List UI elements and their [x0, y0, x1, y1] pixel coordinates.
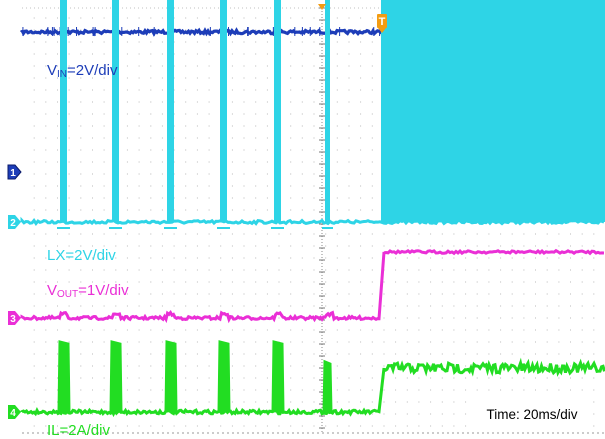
il-pulse	[322, 359, 333, 413]
channel-3-marker	[8, 311, 21, 325]
channel-2-marker	[8, 215, 21, 229]
il-trace	[20, 357, 605, 418]
trigger-marker-letter: T	[379, 16, 386, 28]
lx-burst	[167, 0, 174, 222]
il-pulse	[109, 340, 123, 413]
lx-continuous-switching	[381, 0, 605, 223]
il-pulse	[271, 340, 285, 413]
channel-4-marker-number: 4	[10, 408, 16, 419]
il-pulse	[164, 340, 178, 413]
lx-burst	[220, 0, 227, 222]
il-scale-label: IL=2A/div	[47, 422, 110, 439]
horizontal-position-marker	[318, 4, 326, 10]
channel-1-marker-number: 1	[10, 168, 16, 179]
trigger-marker-pointer	[378, 28, 386, 33]
vout-trace	[20, 248, 605, 324]
channel-2-marker-number: 2	[10, 218, 16, 229]
il-pulse	[217, 340, 231, 413]
channel-4-marker	[8, 405, 21, 419]
channel-1-marker	[7, 164, 22, 180]
lx-burst	[325, 0, 330, 222]
lx-scale-label: LX=2V/div	[47, 247, 116, 264]
time-scale-label: Time: 20ms/div	[472, 400, 592, 430]
trigger-marker	[377, 14, 387, 28]
lx-trace-baseline	[20, 216, 605, 227]
vin-scale-label: VIN=2V/div	[47, 62, 118, 80]
lx-burst	[60, 0, 67, 222]
channel-3-marker-number: 3	[10, 314, 16, 325]
il-pulse	[57, 340, 71, 413]
vout-scale-label: VOUT=1V/div	[47, 282, 129, 300]
lx-burst	[112, 0, 119, 222]
lx-burst	[274, 0, 281, 222]
